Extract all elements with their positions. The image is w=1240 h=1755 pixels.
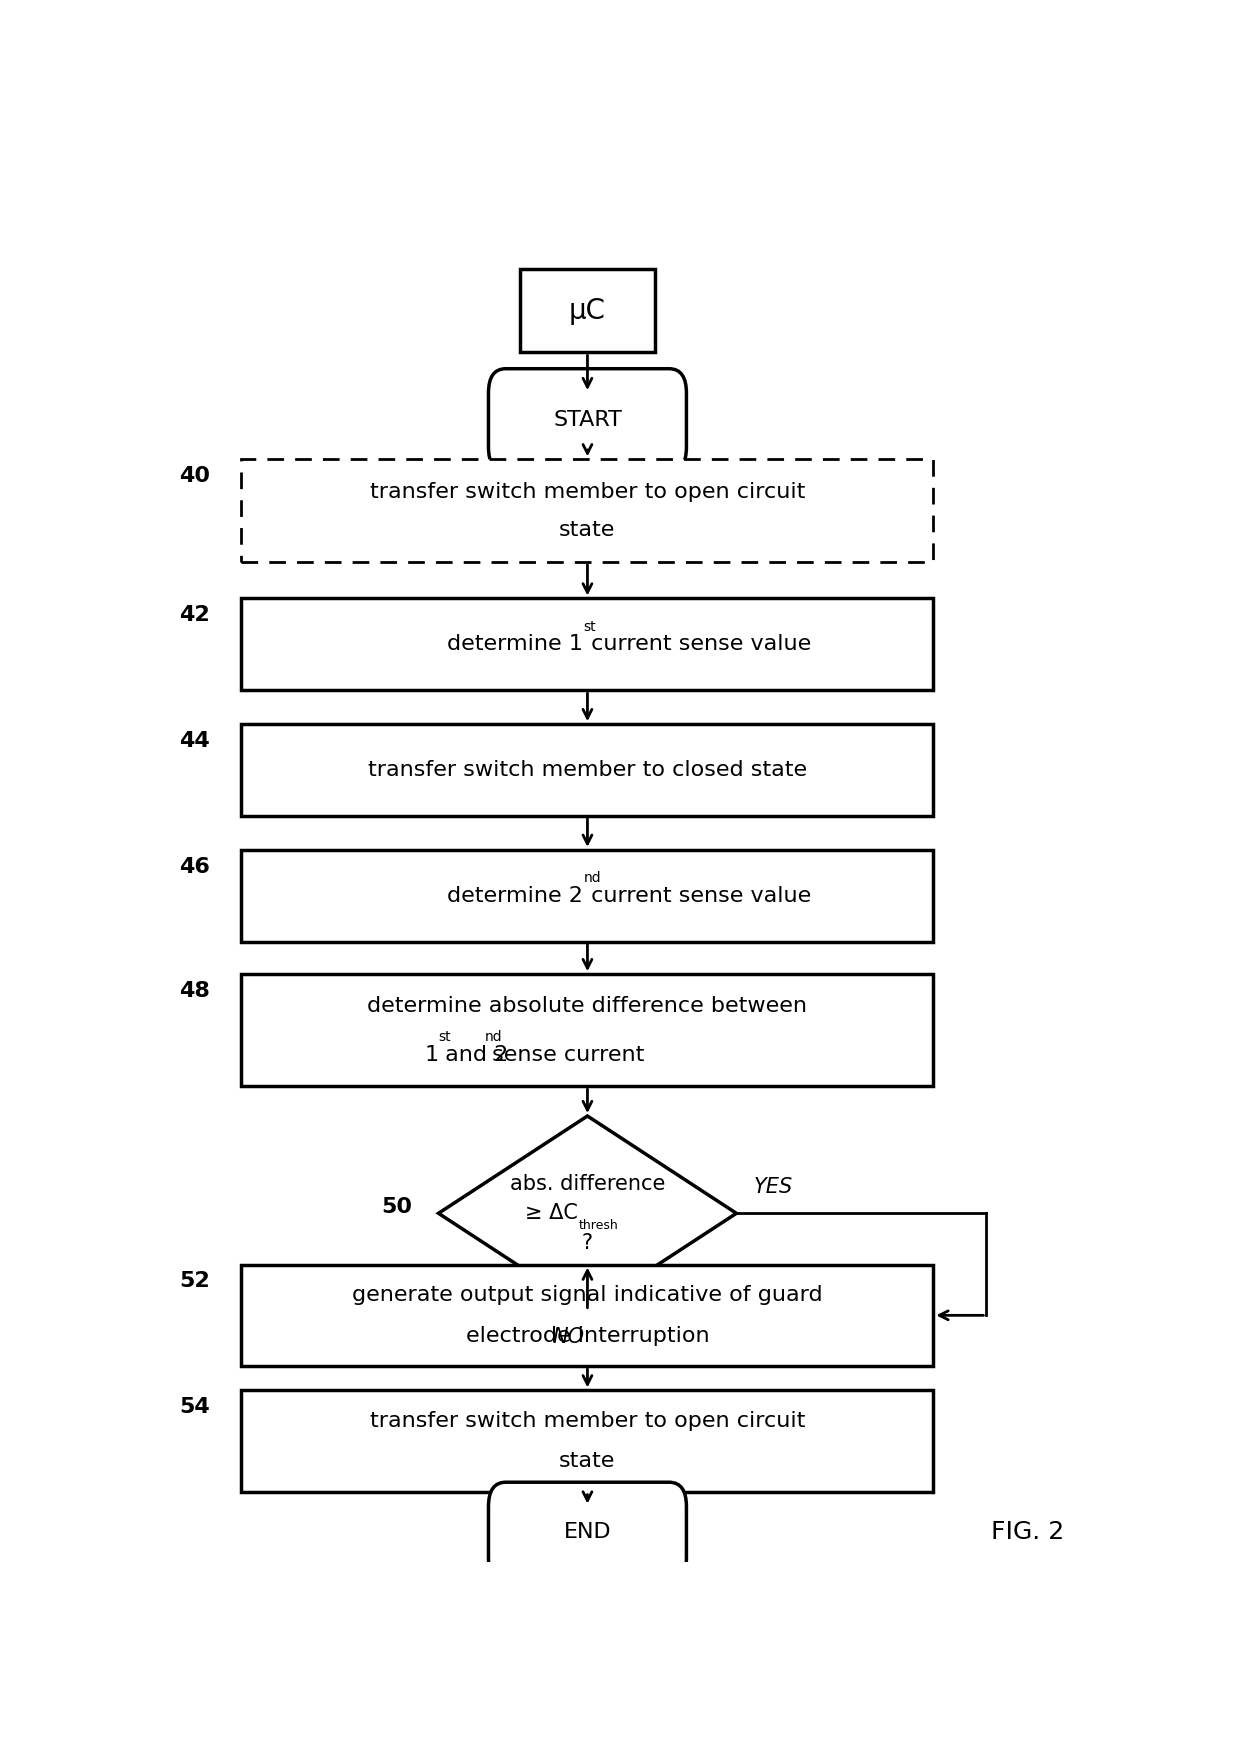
FancyBboxPatch shape xyxy=(242,1265,934,1365)
Text: 46: 46 xyxy=(179,856,210,876)
Text: determine 1: determine 1 xyxy=(446,634,583,655)
Text: 50: 50 xyxy=(381,1197,412,1216)
Text: generate output signal indicative of guard: generate output signal indicative of gua… xyxy=(352,1285,823,1306)
FancyBboxPatch shape xyxy=(242,849,934,942)
Text: START: START xyxy=(553,411,622,430)
FancyBboxPatch shape xyxy=(242,598,934,690)
Text: st: st xyxy=(584,620,596,634)
FancyBboxPatch shape xyxy=(242,460,934,562)
Text: nd: nd xyxy=(584,870,601,885)
Text: determine absolute difference between: determine absolute difference between xyxy=(367,995,807,1016)
Text: μC: μC xyxy=(569,297,606,325)
Text: current sense value: current sense value xyxy=(584,634,811,655)
Text: 54: 54 xyxy=(179,1397,210,1416)
Text: 44: 44 xyxy=(179,730,210,751)
FancyBboxPatch shape xyxy=(242,974,934,1086)
FancyBboxPatch shape xyxy=(489,1483,687,1583)
Text: transfer switch member to closed state: transfer switch member to closed state xyxy=(368,760,807,779)
Text: current sense value: current sense value xyxy=(584,886,811,906)
Text: thresh: thresh xyxy=(579,1220,619,1232)
Text: 48: 48 xyxy=(179,981,210,1000)
FancyBboxPatch shape xyxy=(242,1390,934,1492)
Text: determine 2: determine 2 xyxy=(446,886,583,906)
Text: 1: 1 xyxy=(424,1044,439,1065)
Text: transfer switch member to open circuit: transfer switch member to open circuit xyxy=(370,481,805,502)
Text: YES: YES xyxy=(754,1178,792,1197)
Text: END: END xyxy=(564,1522,611,1543)
Text: nd: nd xyxy=(485,1030,502,1044)
Text: transfer switch member to open circuit: transfer switch member to open circuit xyxy=(370,1411,805,1430)
Text: electrode interruption: electrode interruption xyxy=(466,1325,709,1346)
Text: FIG. 2: FIG. 2 xyxy=(991,1520,1064,1544)
Text: state: state xyxy=(559,519,615,539)
Text: st: st xyxy=(439,1030,451,1044)
FancyBboxPatch shape xyxy=(489,369,687,472)
Text: abs. difference: abs. difference xyxy=(510,1174,665,1193)
Polygon shape xyxy=(439,1116,737,1311)
Text: ≥ ΔC: ≥ ΔC xyxy=(525,1204,578,1223)
Text: NO: NO xyxy=(552,1327,584,1346)
Text: 42: 42 xyxy=(179,605,210,625)
FancyBboxPatch shape xyxy=(521,269,655,353)
Text: sense current: sense current xyxy=(485,1044,644,1065)
Text: and 2: and 2 xyxy=(439,1044,508,1065)
FancyBboxPatch shape xyxy=(242,725,934,816)
Text: state: state xyxy=(559,1451,615,1471)
Text: 40: 40 xyxy=(179,467,210,486)
Text: 52: 52 xyxy=(179,1271,210,1292)
Text: ?: ? xyxy=(582,1234,593,1253)
